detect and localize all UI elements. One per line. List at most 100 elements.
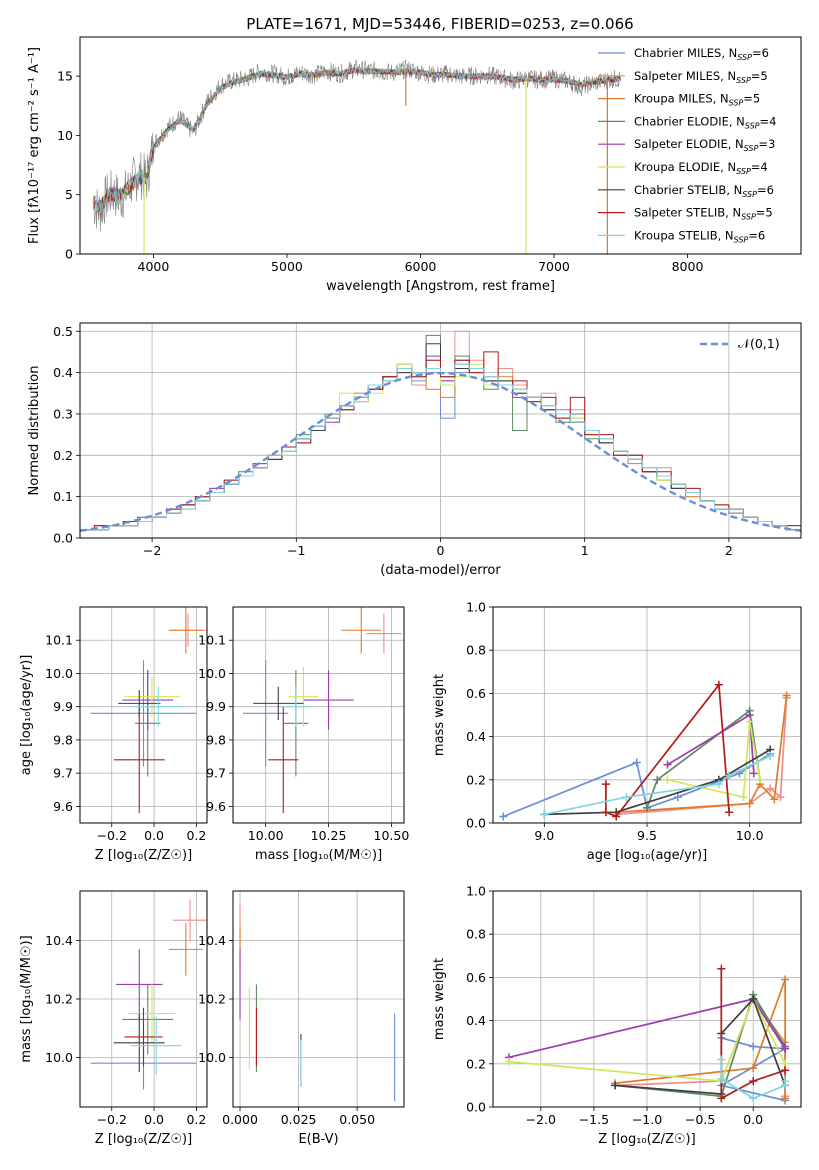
residuals-ytick-label: 0.5: [53, 324, 73, 339]
z-age-ytick-label: 10.0: [45, 666, 73, 681]
spectrum-axes: 4000 5000 6000 7000 8000 0 5 10 15 wavelength [An…: [27, 36, 802, 294]
weight-marker: [725, 771, 734, 780]
weight-line: [667, 713, 755, 774]
age-weight-ytick-label: 0.2: [466, 772, 486, 787]
weight-marker: [749, 1077, 758, 1086]
mass-age-ytick-label: 9.8: [206, 732, 226, 747]
z-weight-ytick-label: 0.0: [466, 1100, 486, 1115]
ebv-mass-axes: 0.000 0.025 0.050 10.0 10.2 10.4 E(B-V): [198, 890, 405, 1147]
ebv-mass-xtick-label: 0.000: [222, 1112, 258, 1127]
residuals-xtick-label: −2: [143, 543, 161, 558]
residuals-ytick-label: 0.0: [53, 531, 73, 546]
spectrum-model-line: [93, 66, 621, 215]
residual-histogram: [80, 363, 801, 531]
spectrum-data-line: [93, 59, 621, 232]
z-weight-plot-area: [504, 964, 790, 1105]
age-weight-xtick-label: 9.5: [637, 828, 657, 843]
weight-line: [508, 996, 786, 1083]
weight-marker: [622, 793, 631, 802]
residuals-xtick-label: −1: [287, 543, 305, 558]
axes-frame: [232, 606, 405, 824]
z-weight-ytick-label: 1.0: [466, 884, 486, 899]
age-weight-xlabel: age [log₁₀(age/yr)]: [587, 848, 708, 863]
weight-marker: [673, 793, 682, 802]
z-weight-xlabel: Z [log₁₀(Z/Z☉)]: [598, 1132, 695, 1147]
spectrum-xtick-label: 8000: [672, 259, 704, 274]
weight-marker: [612, 812, 621, 821]
weight-marker: [766, 752, 775, 761]
age-weight-ytick-label: 0.6: [466, 686, 486, 701]
age-weight-ytick-label: 0.0: [466, 816, 486, 831]
z-weight-ylabel: mass weight: [432, 958, 447, 1040]
residuals-ylabel: Normed distribution: [27, 366, 42, 496]
ebv-mass-ytick-label: 10.0: [198, 1050, 226, 1065]
weight-marker: [749, 1064, 758, 1073]
legend-entry: Chabrier MILES, NSSP=6: [634, 46, 769, 62]
mass-age-xlabel: mass [log₁₀(M/M☉)]: [255, 848, 382, 863]
weight-marker: [745, 799, 754, 808]
legend-entry: Kroupa MILES, NSSP=5: [634, 92, 760, 108]
ebv-mass-plot-area: [239, 902, 396, 1102]
z-age-axes: −0.2 0.0 0.2 9.6 9.7 9.8 9.9 10.0 10.1 Z [log₁₀(Z…: [19, 606, 208, 863]
weight-marker: [643, 803, 651, 812]
weight-marker: [745, 717, 754, 726]
weight-marker: [653, 775, 662, 784]
legend-entry: Kroupa STELIB, NSSP=6: [634, 228, 765, 244]
weight-marker: [717, 1055, 726, 1064]
legend-entry: Salpeter ELODIE, NSSP=3: [634, 137, 775, 153]
z-age-plot-area: [90, 607, 207, 814]
axes-frame: [492, 890, 802, 1108]
weight-marker: [499, 812, 508, 821]
legend-entry: Kroupa ELODIE, NSSP=4: [634, 160, 768, 176]
z-mass-xtick-label: −0.2: [97, 1112, 127, 1127]
spectrum-model-line: [93, 66, 621, 214]
weight-marker: [755, 775, 764, 784]
residuals-ytick-label: 0.3: [53, 406, 73, 421]
age-weight-plot-area: [499, 680, 791, 821]
z-mass-ytick-label: 10.0: [45, 1050, 73, 1065]
legend-entry: Chabrier ELODIE, NSSP=4: [634, 114, 776, 130]
z-weight-xtick-label: −2.0: [526, 1112, 556, 1127]
spectrum-ytick-label: 5: [65, 187, 73, 202]
z-age-ytick-label: 10.1: [45, 633, 73, 648]
age-weight-axes: 9.0 9.5 10.0 0.0 0.2 0.4 0.6 0.8 1.0 age [log₁₀(a…: [432, 600, 802, 863]
mass-age-ytick-label: 9.7: [206, 766, 226, 781]
weight-line: [544, 748, 771, 816]
weight-marker: [766, 784, 775, 793]
ebv-mass-ytick-label: 10.2: [198, 992, 226, 1007]
weight-marker: [714, 780, 723, 789]
weight-line: [615, 992, 786, 1098]
weight-line: [667, 721, 761, 799]
residuals-axes: −2 −1 0 1 2 0.0 0.1 0.2 0.3 0.4 0.5 (data-model)/er…: [27, 322, 802, 578]
mass-age-ytick-label: 10.0: [198, 666, 226, 681]
mass-age-ytick-label: 9.6: [206, 799, 226, 814]
weight-marker: [749, 769, 758, 778]
spectrum-model-line: [93, 67, 621, 213]
z-weight-xtick-label: 0.0: [743, 1112, 763, 1127]
weight-marker: [770, 795, 779, 804]
z-weight-ytick-label: 0.8: [466, 927, 486, 942]
weight-marker: [782, 691, 791, 700]
legend-entry: Chabrier STELIB, NSSP=6: [634, 183, 774, 199]
weight-marker: [781, 1077, 790, 1086]
axes-frame: [79, 890, 208, 1108]
spectrum-model-line: [93, 67, 621, 214]
spectrum-xlabel: wavelength [Angstrom, rest frame]: [326, 279, 555, 294]
z-mass-ylabel: mass [log₁₀(M/M☉)]: [19, 935, 34, 1062]
spectrum-ytick-label: 15: [57, 69, 73, 84]
z-mass-ytick-label: 10.4: [45, 933, 73, 948]
weight-marker: [717, 1074, 726, 1083]
axes-frame: [492, 606, 802, 824]
residuals-plot-area: [80, 330, 801, 532]
age-weight-xtick-label: 10.0: [736, 828, 764, 843]
weight-marker: [632, 758, 641, 767]
spectrum-model-line: [93, 66, 621, 215]
residuals-xtick-label: 0: [437, 543, 445, 558]
weight-marker: [781, 975, 790, 984]
weight-marker: [725, 808, 734, 817]
mass-age-axes: 10.00 10.25 10.50 9.6 9.7 9.8 9.9 10.0 10.1 mass …: [198, 606, 409, 863]
spectrum-ytick-label: 10: [57, 128, 73, 143]
weight-marker: [717, 1094, 726, 1103]
residuals-xlabel: (data-model)/error: [380, 563, 501, 578]
